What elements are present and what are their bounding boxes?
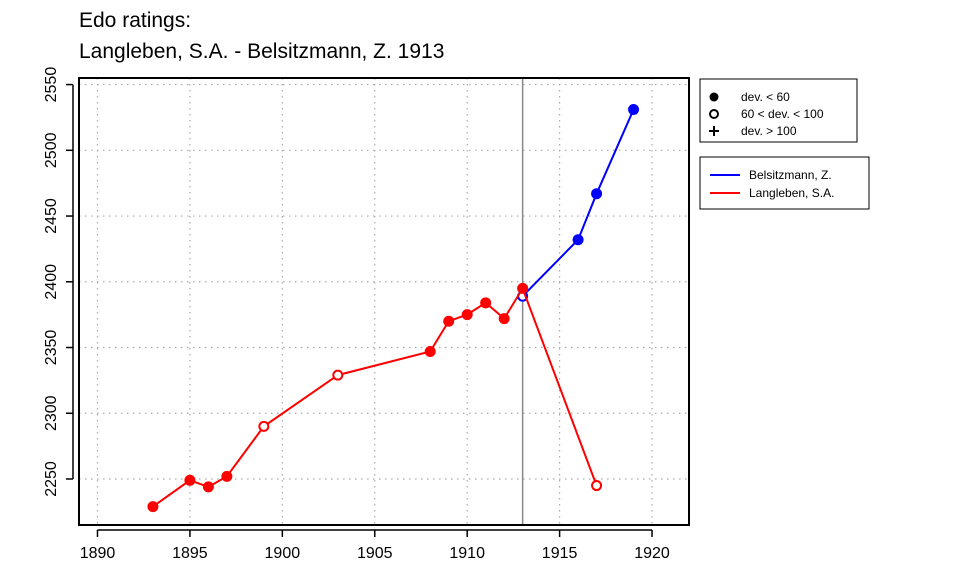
series-legend: Belsitzmann, Z. Langleben, S.A. <box>699 156 870 210</box>
plot-frame <box>78 77 690 526</box>
data-point <box>424 345 436 357</box>
marker-legend: dev. < 60 60 < dev. < 100 dev. > 100 <box>699 78 858 143</box>
data-point <box>480 297 492 309</box>
grid-lines <box>79 78 689 525</box>
x-tick-label: 1920 <box>634 545 670 562</box>
chart-title-line-2: Langleben, S.A. - Belsitzmann, Z. 1913 <box>79 40 445 63</box>
legend-symbol-plus <box>709 126 719 136</box>
marker-legend-label: dev. < 60 <box>741 90 790 104</box>
x-tick-label: 1915 <box>542 545 578 562</box>
y-tick-label: 2500 <box>43 132 60 168</box>
x-tick-label: 1895 <box>172 545 208 562</box>
marker-legend-box <box>699 78 858 143</box>
series-group <box>147 104 640 513</box>
data-point <box>258 420 270 432</box>
series-legend-label: Belsitzmann, Z. <box>749 168 832 182</box>
data-point <box>591 188 603 200</box>
legend-symbol-open <box>709 109 719 119</box>
data-point <box>498 313 510 325</box>
data-point <box>517 282 529 294</box>
data-point <box>591 480 603 492</box>
data-point <box>461 309 473 321</box>
axes-group: 1890 1895 1900 1905 1910 1915 1920 2250 2300 2350… <box>43 67 690 562</box>
marker-legend-label: 60 < dev. < 100 <box>741 107 824 121</box>
data-point <box>443 315 455 327</box>
y-tick-label: 2250 <box>43 461 60 497</box>
y-tick-label: 2300 <box>43 395 60 431</box>
y-tick-label: 2550 <box>43 67 60 103</box>
y-tick-label: 2400 <box>43 264 60 300</box>
x-tick-label: 1900 <box>265 545 301 562</box>
data-point <box>184 474 196 486</box>
series-line-0 <box>521 109 635 297</box>
data-point <box>628 104 640 116</box>
legend-symbol-filled <box>709 92 719 102</box>
x-tick-label: 1910 <box>449 545 485 562</box>
x-tick-label: 1905 <box>357 545 393 562</box>
chart-title-line-1: Edo ratings: <box>79 9 192 32</box>
data-point <box>332 369 344 381</box>
y-tick-label: 2450 <box>43 198 60 234</box>
data-point <box>147 501 159 513</box>
data-point <box>202 481 214 493</box>
series-legend-box <box>699 156 870 210</box>
y-tick-label: 2350 <box>43 330 60 366</box>
data-point <box>221 470 233 482</box>
marker-legend-label: dev. > 100 <box>741 124 797 138</box>
series-legend-label: Langleben, S.A. <box>749 186 834 200</box>
data-point <box>572 234 584 246</box>
x-tick-label: 1890 <box>80 545 116 562</box>
